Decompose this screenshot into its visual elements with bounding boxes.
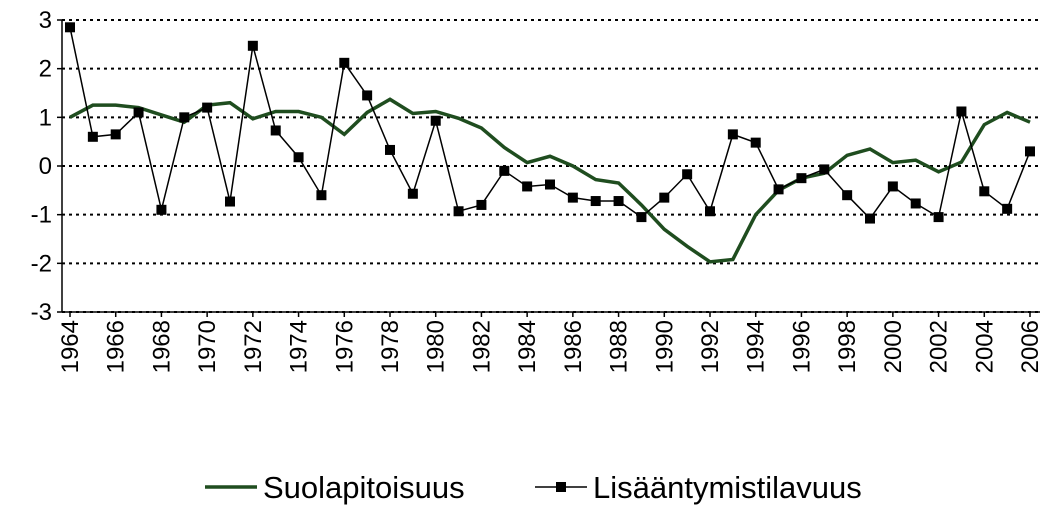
x-tick-label: 1994 [743, 320, 770, 373]
marker [407, 188, 418, 199]
x-tick-label: 1976 [331, 320, 358, 373]
x-tick-label: 1990 [651, 320, 678, 373]
marker [819, 164, 830, 175]
marker [156, 204, 167, 215]
marker [682, 169, 693, 180]
marker [773, 184, 784, 195]
y-tick-label: 2 [39, 56, 52, 83]
x-tick-label: 1974 [286, 320, 313, 373]
marker [590, 196, 601, 207]
marker [499, 165, 510, 176]
marker [545, 179, 555, 190]
marker [636, 212, 647, 223]
marker [247, 40, 258, 51]
x-tick-label: 1970 [194, 320, 221, 373]
x-tick-label: 1972 [240, 320, 267, 373]
series-line [69, 27, 1031, 220]
y-tick-label: -2 [31, 250, 52, 277]
marker [933, 212, 944, 223]
marker [430, 115, 441, 126]
marker [476, 199, 487, 210]
x-tick-label: 1988 [606, 320, 633, 373]
x-tick-label: 2004 [971, 320, 998, 373]
x-tick-label: 1964 [57, 320, 84, 373]
marker [453, 206, 464, 217]
y-tick-label: 0 [39, 153, 52, 180]
marker [567, 192, 578, 203]
marker [1002, 203, 1013, 214]
marker [956, 106, 967, 117]
marker [270, 125, 281, 136]
marker [385, 144, 395, 155]
marker [659, 192, 670, 203]
marker [887, 181, 898, 192]
marker [727, 129, 738, 140]
marker [316, 190, 327, 201]
marker [613, 196, 624, 207]
x-tick-label: 1992 [697, 320, 724, 373]
x-tick-label: 1980 [423, 320, 450, 373]
x-tick-label: 1998 [834, 320, 861, 373]
x-tick-label: 1996 [788, 320, 815, 373]
marker [225, 196, 235, 207]
x-tick-label: 2002 [926, 320, 953, 373]
marker [750, 137, 761, 148]
marker [179, 112, 190, 123]
y-tick-label: 1 [39, 104, 52, 131]
marker [842, 190, 853, 201]
marker [796, 173, 807, 184]
legend-marker [556, 482, 566, 492]
marker [133, 107, 144, 118]
series-line [69, 97, 1031, 264]
marker [979, 186, 990, 197]
x-tick-label: 1966 [103, 320, 130, 373]
x-tick-label: 1978 [377, 320, 404, 373]
marker [202, 102, 213, 113]
marker [865, 213, 875, 224]
marker [522, 181, 533, 192]
x-tick-label: 1968 [148, 320, 175, 373]
x-tick-label: 1986 [560, 320, 587, 373]
x-tick-label: 1982 [468, 320, 495, 373]
legend-label: Lisääntymistilavuus [593, 470, 862, 505]
marker [705, 206, 715, 217]
marker [293, 152, 304, 163]
y-tick-label: -1 [31, 202, 52, 229]
y-tick-label: -3 [31, 299, 52, 326]
y-tick-label: 3 [39, 7, 52, 34]
x-tick-label: 2006 [1017, 320, 1043, 373]
legend-label: Suolapitoisuus [263, 470, 465, 505]
marker [362, 90, 373, 101]
x-tick-label: 1984 [514, 320, 541, 373]
marker [910, 198, 921, 209]
marker [1025, 146, 1035, 157]
marker [110, 129, 121, 140]
marker [65, 22, 75, 33]
x-tick-label: 2000 [880, 320, 907, 373]
marker [87, 131, 98, 142]
marker [339, 57, 350, 68]
